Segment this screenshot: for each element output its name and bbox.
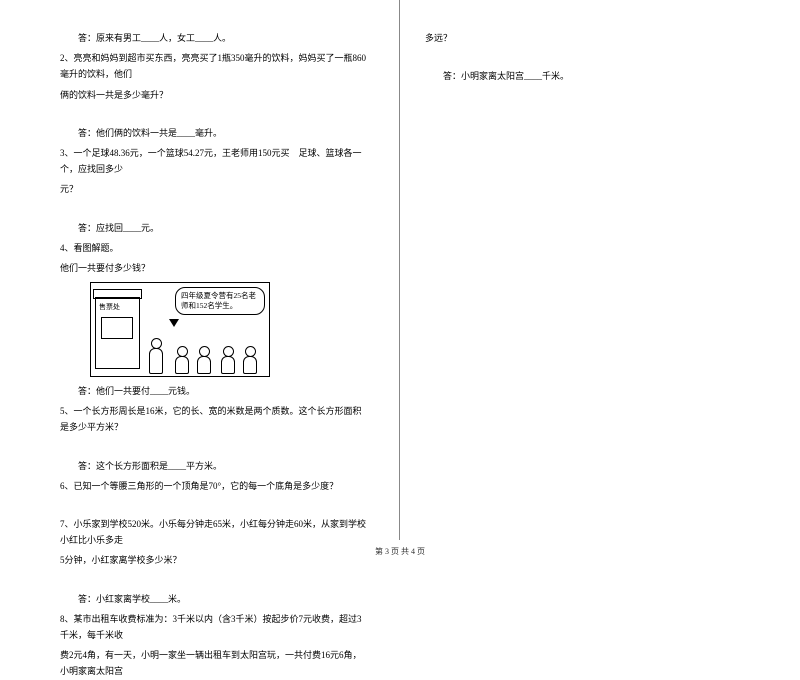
q5: 5、一个长方形周长是16米，它的长、宽的米数是两个质数。这个长方形面积是多少平方… bbox=[60, 403, 369, 435]
speech-bubble: 四年级夏令营有25名老师和152名学生。 bbox=[175, 287, 265, 315]
q8-continuation: 多远？ bbox=[425, 30, 760, 46]
q2-line1: 2、亮亮和妈妈到超市买东西，亮亮买了1瓶350毫升的饮料，妈妈买了一瓶860毫升… bbox=[60, 50, 369, 82]
q4-subtitle: 他们一共要付多少钱？ bbox=[60, 260, 369, 276]
q1-answer: 答：原来有男工____人，女工____人。 bbox=[60, 30, 369, 46]
spacer bbox=[60, 573, 369, 591]
spacer bbox=[60, 440, 369, 458]
spacer bbox=[60, 202, 369, 220]
booth-sign: 售票处 bbox=[99, 301, 120, 314]
q3-line2: 元？ bbox=[60, 181, 369, 197]
left-column: 答：原来有男工____人，女工____人。 2、亮亮和妈妈到超市买东西，亮亮买了… bbox=[0, 0, 400, 540]
person-5 bbox=[241, 346, 259, 374]
q2-answer: 答：他们俩的饮料一共是____毫升。 bbox=[60, 125, 369, 141]
person-1 bbox=[147, 338, 165, 374]
spacer bbox=[60, 107, 369, 125]
q7-answer: 答：小红家离学校____米。 bbox=[60, 591, 369, 607]
q5-answer: 答：这个长方形面积是____平方米。 bbox=[60, 458, 369, 474]
q2-line2: 俩的饮料一共是多少毫升？ bbox=[60, 87, 369, 103]
q7-line1: 7、小乐家到学校520米。小乐每分钟走65米，小红每分钟走60米，从家到学校小红… bbox=[60, 516, 369, 548]
q3-line1: 3、一个足球48.36元，一个篮球54.27元，王老师用150元买 足球、篮球各… bbox=[60, 145, 369, 177]
illustration: 售票处 四年级夏令营有25名老师和152名学生。 bbox=[90, 282, 270, 377]
person-3 bbox=[195, 346, 213, 374]
q8-line2: 费2元4角，有一天，小明一家坐一辆出租车到太阳宫玩，一共付费16元6角，小明家离… bbox=[60, 647, 369, 679]
booth-window bbox=[101, 317, 133, 339]
q8-answer: 答：小明家离太阳宫____千米。 bbox=[425, 68, 760, 84]
q3-answer: 答：应找回____元。 bbox=[60, 220, 369, 236]
q4-title: 4、看图解题。 bbox=[60, 240, 369, 256]
spacer bbox=[60, 498, 369, 516]
q8-line1: 8、某市出租车收费标准为：3千米以内（含3千米）按起步价7元收费，超过3千米，每… bbox=[60, 611, 369, 643]
person-2 bbox=[173, 346, 191, 374]
person-4 bbox=[219, 346, 237, 374]
q4-answer: 答：他们一共要付____元钱。 bbox=[60, 383, 369, 399]
page-columns: 答：原来有男工____人，女工____人。 2、亮亮和妈妈到超市买东西，亮亮买了… bbox=[0, 0, 800, 540]
spacer bbox=[425, 50, 760, 68]
bubble-tail bbox=[169, 319, 179, 327]
right-column: 多远？ 答：小明家离太阳宫____千米。 bbox=[400, 0, 800, 540]
q6: 6、已知一个等腰三角形的一个顶角是70°，它的每一个底角是多少度？ bbox=[60, 478, 369, 494]
page-footer: 第 3 页 共 4 页 bbox=[0, 546, 800, 557]
